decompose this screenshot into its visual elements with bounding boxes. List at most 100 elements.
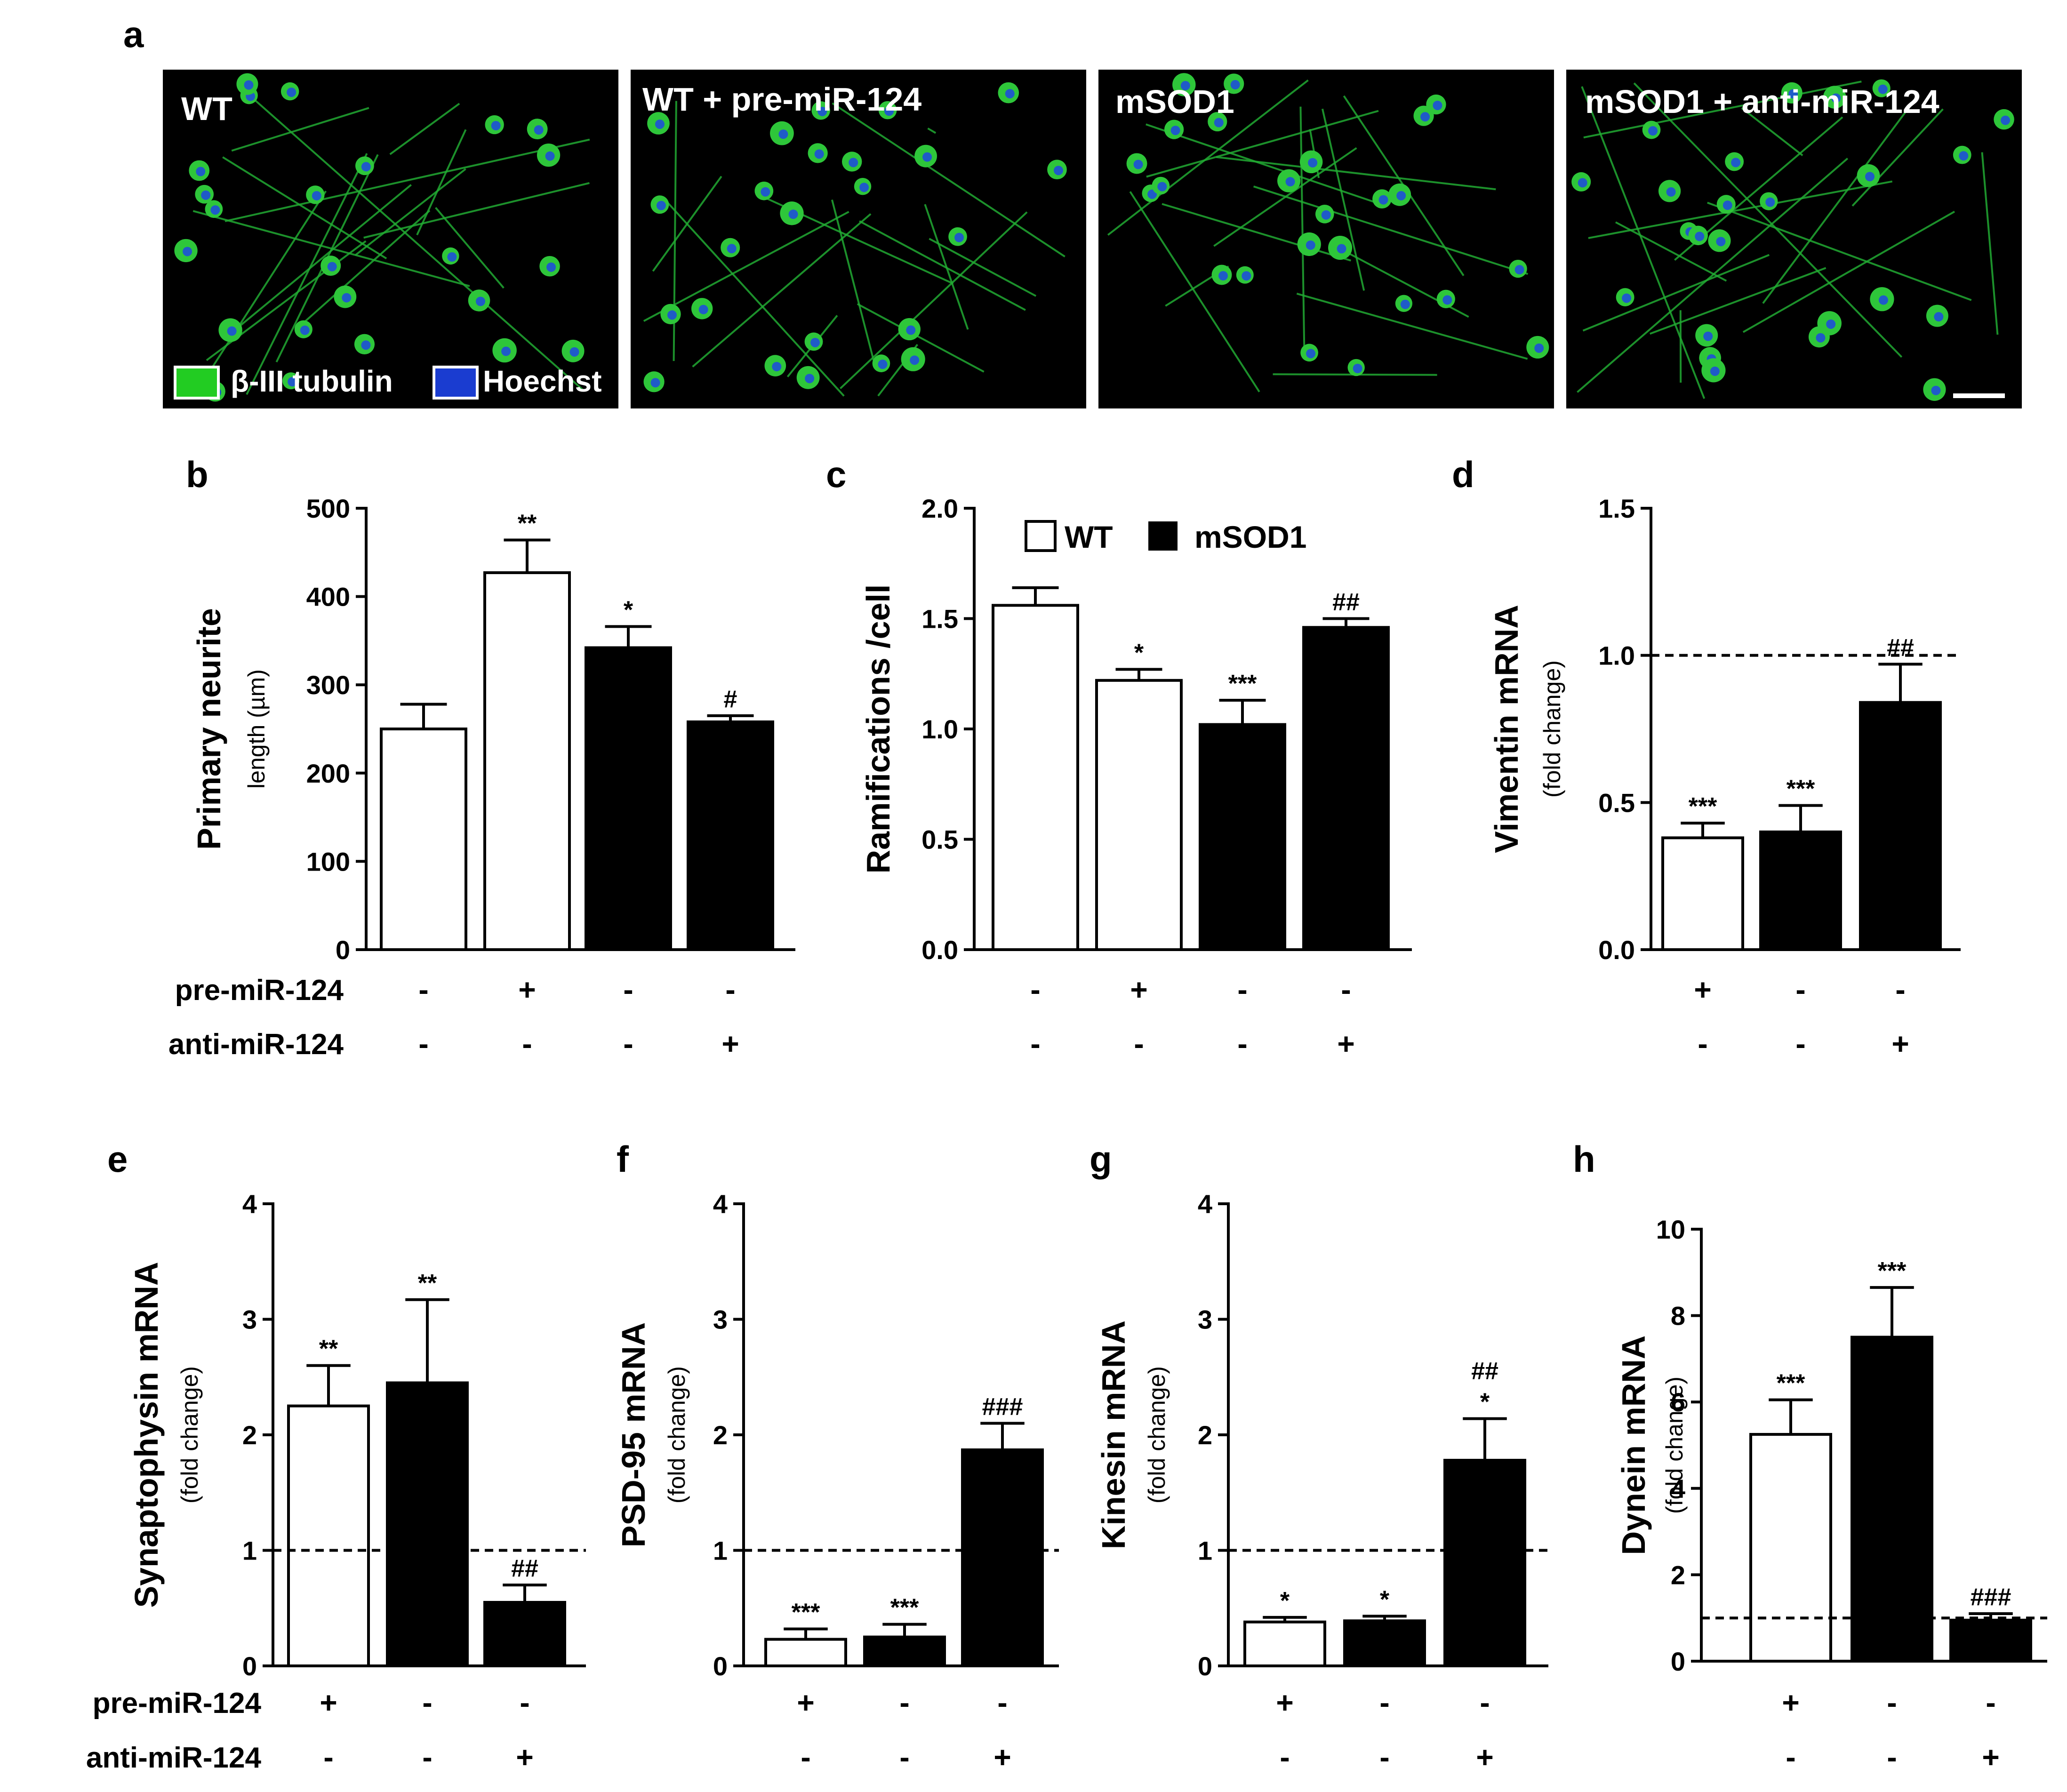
pre-mir-treatment-symbol: +	[1276, 1686, 1293, 1720]
anti-mir-treatment-symbol: -	[418, 1027, 428, 1061]
cell-nucleus	[1442, 295, 1452, 305]
y-tick-label: 2	[242, 1420, 257, 1450]
pre-mir-treatment-symbol: -	[1887, 1686, 1897, 1720]
cell-nucleus	[1534, 343, 1544, 353]
bar	[1199, 723, 1286, 951]
anti-mir-treatment-symbol: -	[422, 1740, 432, 1774]
chart-panel-e: e 0 1 2 3 4 Synaptophysin mRNA (fold change) ** +…	[107, 1138, 586, 1774]
significance-label: ###	[982, 1393, 1023, 1420]
pre-mir-treatment-symbol: +	[1130, 973, 1147, 1007]
anti-mir-treatment-symbol: -	[1795, 1027, 1805, 1061]
micrograph-cells	[643, 82, 1067, 397]
scale-bar	[1953, 393, 2005, 398]
pre-mir-treatment-symbol: -	[520, 1686, 529, 1720]
neurite	[1742, 210, 1955, 333]
neurite	[1296, 293, 1528, 360]
cell-nucleus	[1716, 237, 1726, 247]
bar	[1443, 1459, 1526, 1667]
significance-label: *	[1380, 1586, 1390, 1613]
y-tick-label: 1	[1198, 1536, 1212, 1566]
cell-nucleus	[196, 167, 206, 176]
bar	[1759, 830, 1842, 952]
legend-wt-swatch	[1025, 520, 1057, 552]
panel-label: f	[617, 1138, 629, 1180]
y-tick-label: 1.0	[921, 714, 958, 744]
cell-nucleus	[1308, 158, 1318, 168]
row-label-pre-mir-top: pre-miR-124	[175, 974, 344, 1007]
anti-mir-treatment-symbol: +	[1337, 1027, 1354, 1061]
y-tick-label: 0.0	[921, 935, 958, 965]
bar	[1243, 1620, 1326, 1667]
cell-nucleus	[183, 247, 192, 256]
bar	[764, 1638, 847, 1667]
cell-nucleus	[1420, 112, 1430, 122]
y-tick-label: 0	[1198, 1651, 1212, 1681]
pre-mir-treatment-symbol: -	[997, 1686, 1007, 1720]
bar	[1749, 1433, 1832, 1663]
anti-mir-treatment-symbol: -	[899, 1740, 909, 1774]
neurite	[1762, 105, 1911, 304]
row-label-anti-mir-bottom: anti-miR-124	[86, 1742, 262, 1774]
cell-nucleus	[342, 293, 352, 303]
bar	[1859, 701, 1942, 951]
y-tick-label: 1.5	[921, 604, 958, 634]
significance-label: ##	[1887, 634, 1914, 661]
y-tick-label: 10	[1656, 1215, 1685, 1244]
significance-label: ***	[1228, 670, 1257, 697]
legend-msod1-swatch	[1148, 521, 1178, 551]
y-tick-label: 1	[242, 1536, 257, 1566]
significance-label: ***	[1777, 1370, 1805, 1397]
y-axis-label: Dynein mRNA	[1615, 1336, 1652, 1555]
cell-nucleus	[1433, 101, 1442, 111]
cell-nucleus	[667, 310, 677, 320]
anti-mir-treatment-symbol: -	[1379, 1740, 1389, 1774]
row-label-pre-mir-bottom: pre-miR-124	[93, 1687, 262, 1720]
y-tick-label: 2.0	[921, 494, 958, 523]
cell-nucleus	[1514, 265, 1524, 275]
bar	[386, 1381, 469, 1667]
y-tick-label: 1.0	[1598, 641, 1635, 671]
bar	[687, 720, 774, 951]
cell-nucleus	[788, 209, 798, 219]
neurite	[224, 138, 590, 223]
cell-nucleus	[327, 262, 337, 272]
cell-nucleus	[1306, 240, 1315, 250]
cell-nucleus	[569, 347, 579, 357]
cell-nucleus	[1353, 364, 1362, 374]
y-tick-label: 0	[1671, 1647, 1685, 1676]
neurite	[692, 213, 872, 368]
bar	[483, 571, 571, 951]
neurite	[1633, 82, 1903, 358]
y-tick-label: 400	[306, 582, 350, 612]
anti-mir-treatment-symbol: +	[516, 1740, 533, 1774]
cell-nucleus	[884, 106, 894, 116]
neurite	[1322, 108, 1365, 291]
neurite	[1583, 80, 1862, 139]
cell-nucleus	[545, 151, 555, 161]
anti-mir-treatment-symbol: -	[1698, 1027, 1707, 1061]
neurite	[239, 184, 412, 328]
cell-nucleus	[1133, 160, 1143, 169]
y-axis-label: Kinesin mRNA	[1095, 1320, 1132, 1549]
chart-legend: WT mSOD1	[1025, 520, 1306, 554]
y-axis-sublabel: (fold change)	[176, 1366, 203, 1504]
neurite	[1213, 147, 1357, 247]
pre-mir-treatment-symbol: -	[418, 973, 428, 1007]
significance-label: ***	[792, 1599, 820, 1626]
cell-nucleus	[1218, 271, 1228, 281]
pre-mir-treatment-symbol: -	[1341, 973, 1351, 1007]
y-tick-label: 0.0	[1598, 935, 1635, 965]
bar	[380, 728, 467, 951]
y-tick-label: 100	[306, 847, 350, 876]
anti-mir-treatment-symbol: +	[1891, 1027, 1909, 1061]
chart-panel-h: h 0 2 4 6 8 10 Dynein mRNA (fold change) *** + - ***…	[1573, 1138, 2047, 1774]
anti-mir-treatment-symbol: -	[522, 1027, 532, 1061]
neurite	[435, 207, 505, 289]
hoechst-label: Hoechst	[483, 364, 602, 398]
cell-nucleus	[1703, 331, 1713, 341]
anti-mir-treatment-symbol: -	[1237, 1027, 1247, 1061]
neurite	[363, 182, 590, 239]
anti-mir-treatment-symbol: -	[1887, 1740, 1897, 1774]
cell-nucleus	[1180, 80, 1190, 90]
bar	[1851, 1336, 1933, 1663]
